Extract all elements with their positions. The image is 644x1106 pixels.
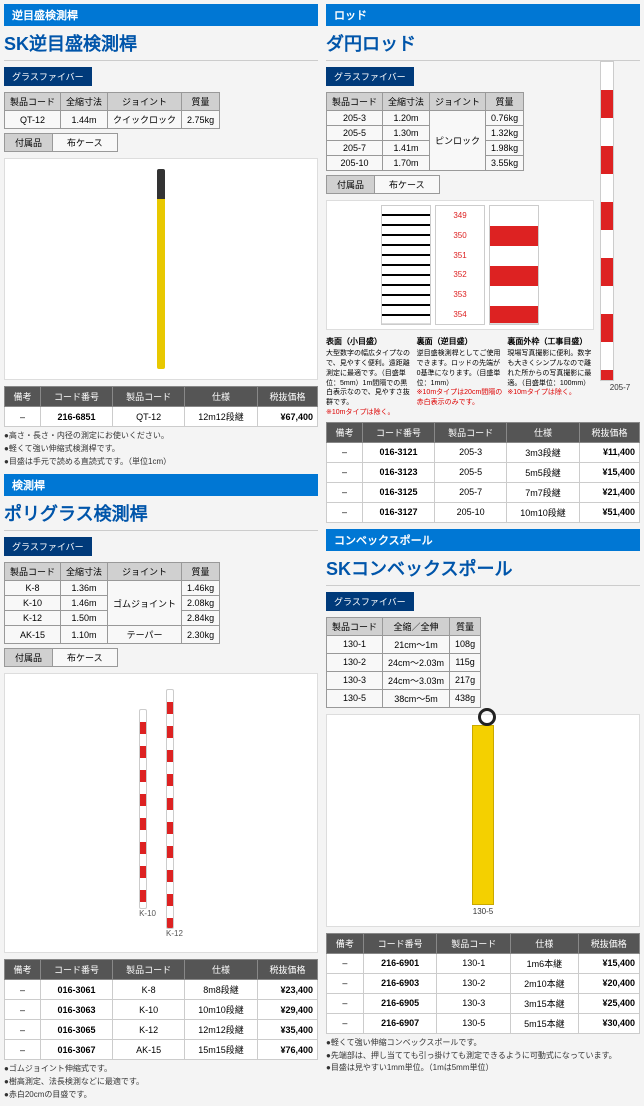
- table-row: 205-101.70m3.55kg: [327, 156, 524, 171]
- product-title: ダ円ロッド: [326, 26, 640, 61]
- product-image: [4, 158, 318, 380]
- table-row: 205-51.30m1.32kg: [327, 126, 524, 141]
- price-table: 備考コード番号製品コード仕様税抜価格 –216-6901130-11m6本継¥1…: [326, 933, 640, 1034]
- section-tab: コンベックスポール: [326, 529, 640, 551]
- table-row: –016-3065K-1212m12段継¥35,400: [5, 1020, 318, 1040]
- spec-table: 製品コード全縮寸法ジョイント質量 QT-121.44mクイックロック2.75kg: [4, 92, 220, 129]
- section-tab: 逆目盛検測桿: [4, 4, 318, 26]
- table-row: –016-3127205-1010m10段継¥51,400: [327, 502, 640, 522]
- accessory-row: 付属品 布ケース: [4, 648, 318, 667]
- table-row: 130-224cm～2.03m115g: [327, 653, 481, 671]
- price-table: 備考コード番号製品コード仕様税抜価格 –016-3121205-33m3段継¥1…: [326, 422, 640, 523]
- pole-illustration: [166, 689, 174, 929]
- section-convex-pole: コンベックスポール SKコンベックスポール グラスファイバー 製品コード全縮／全…: [326, 529, 640, 1075]
- spec-table: 製品コード全縮寸法ジョイント質量 K-81.36mゴムジョイント1.46kgK-…: [4, 562, 220, 644]
- product-image: 205-7: [600, 61, 640, 418]
- table-row: 130-324cm～3.03m217g: [327, 671, 481, 689]
- table-row: –016-3067AK-1515m15段継¥76,400: [5, 1040, 318, 1060]
- table-row: 205-31.20mピンロック0.76kg: [327, 111, 524, 126]
- table-row: 130-538cm～5m438g: [327, 689, 481, 707]
- product-title: SKコンベックスポール: [326, 551, 640, 586]
- section-oval-rod: ロッド ダ円ロッド グラスファイバー 製品コード全縮寸法ジョイント質量 205-…: [326, 4, 640, 523]
- description-columns: 表面（小目盛）大型数字の幅広タイプなので、見やすく便利。遠距離測定に最適です。（…: [326, 336, 594, 418]
- notes: 高さ・長さ・内径の測定にお使いください。軽くて強い伸縮式検測桿です。目盛は手元で…: [4, 430, 318, 468]
- spec-table: 製品コード全縮寸法ジョイント質量 205-31.20mピンロック0.76kg20…: [326, 92, 524, 171]
- table-row: –216-6907130-55m15本継¥30,400: [327, 1013, 640, 1033]
- material-badge: グラスファイバー: [326, 592, 414, 611]
- product-title: ポリグラス検測桿: [4, 496, 318, 531]
- table-row: 130-121cm～1m108g: [327, 635, 481, 653]
- product-image: 130-5: [326, 714, 640, 927]
- price-table: 備考コード番号製品コード仕様税抜価格 –216-6851QT-1212m12段継…: [4, 386, 318, 427]
- material-badge: グラスファイバー: [4, 537, 92, 556]
- table-row: –016-3061K-88m8段継¥23,400: [5, 980, 318, 1000]
- table-row: AK-151.10mテーパー2.30kg: [5, 626, 220, 644]
- pole-illustration: [157, 169, 165, 369]
- accessory-row: 付属品 布ケース: [326, 175, 594, 194]
- pole-illustration: [472, 725, 494, 905]
- section-tab: 検測桿: [4, 474, 318, 496]
- left-column: 逆目盛検測桿 SK逆目盛検測桿 グラスファイバー 製品コード全縮寸法ジョイント質…: [4, 4, 318, 1102]
- pole-illustration: [139, 709, 147, 909]
- table-row: QT-121.44mクイックロック2.75kg: [5, 111, 220, 129]
- pole-illustration: [600, 61, 614, 381]
- spec-table: 製品コード全縮／全伸質量 130-121cm～1m108g130-224cm～2…: [326, 617, 481, 708]
- material-badge: グラスファイバー: [4, 67, 92, 86]
- right-column: ロッド ダ円ロッド グラスファイバー 製品コード全縮寸法ジョイント質量 205-…: [326, 4, 640, 1102]
- material-badge: グラスファイバー: [326, 67, 414, 86]
- table-row: –016-3125205-77m7段継¥21,400: [327, 482, 640, 502]
- section-sk-reverse-rod: 逆目盛検測桿 SK逆目盛検測桿 グラスファイバー 製品コード全縮寸法ジョイント質…: [4, 4, 318, 468]
- price-table: 備考コード番号製品コード仕様税抜価格 –016-3061K-88m8段継¥23,…: [4, 959, 318, 1060]
- table-row: –016-3063K-1010m10段継¥29,400: [5, 1000, 318, 1020]
- notes: 軽くて強い伸縮コンベックスポールです。先端部は、押し当てても引っ掛けても測定でき…: [326, 1037, 640, 1075]
- table-row: 205-71.41m1.98kg: [327, 141, 524, 156]
- table-row: –016-3121205-33m3段継¥11,400: [327, 442, 640, 462]
- table-row: –016-3123205-55m5段継¥15,400: [327, 462, 640, 482]
- section-tab: ロッド: [326, 4, 640, 26]
- table-row: –216-6903130-22m10本継¥20,400: [327, 973, 640, 993]
- catalog-page: 逆目盛検測桿 SK逆目盛検測桿 グラスファイバー 製品コード全縮寸法ジョイント質…: [0, 0, 644, 1106]
- product-image: K-10 K-12: [4, 673, 318, 953]
- scale-samples: 349350351352353354: [326, 200, 594, 330]
- accessory-row: 付属品 布ケース: [4, 133, 318, 152]
- product-title: SK逆目盛検測桿: [4, 26, 318, 61]
- table-row: –216-6851QT-1212m12段継¥67,400: [5, 407, 318, 427]
- notes: ゴムジョイント伸縮式です。樹高測定、法長検測などに最適です。赤白20cmの目盛で…: [4, 1063, 318, 1101]
- section-polyglass-rod: 検測桿 ポリグラス検測桿 グラスファイバー 製品コード全縮寸法ジョイント質量 K…: [4, 474, 318, 1101]
- table-row: –216-6901130-11m6本継¥15,400: [327, 953, 640, 973]
- table-row: K-81.36mゴムジョイント1.46kg: [5, 581, 220, 596]
- table-row: –216-6905130-33m15本継¥25,400: [327, 993, 640, 1013]
